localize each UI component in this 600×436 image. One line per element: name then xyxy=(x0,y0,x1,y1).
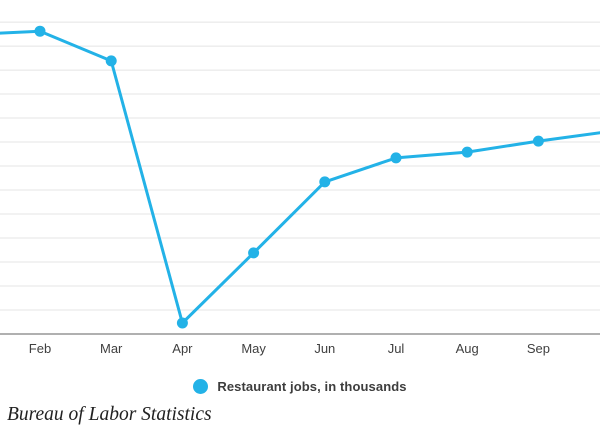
x-tick-label-mar: Mar xyxy=(100,341,123,356)
x-tick-label-aug: Aug xyxy=(456,341,479,356)
x-tick-label-feb: Feb xyxy=(29,341,51,356)
data-point-jun[interactable] xyxy=(319,176,331,188)
legend: Restaurant jobs, in thousands xyxy=(0,377,600,395)
data-point-mar[interactable] xyxy=(105,55,117,67)
data-point-may[interactable] xyxy=(248,247,260,259)
x-tick-label-may: May xyxy=(241,341,266,356)
data-point-apr[interactable] xyxy=(176,317,188,329)
jobs-line xyxy=(0,29,600,325)
x-tick-label-jul: Jul xyxy=(388,341,405,356)
data-point-jul[interactable] xyxy=(390,152,402,164)
source-attribution: Bureau of Labor Statistics xyxy=(7,404,212,425)
x-tick-label-apr: Apr xyxy=(172,341,193,356)
legend-marker-icon xyxy=(193,378,209,394)
x-tick-label-sep: Sep xyxy=(527,341,550,356)
x-tick-label-jun: Jun xyxy=(314,341,335,356)
data-point-aug[interactable] xyxy=(461,146,473,158)
data-point-sep[interactable] xyxy=(532,135,544,147)
data-point-feb[interactable] xyxy=(34,25,46,37)
chart-canvas: FebMarAprMayJunJulAugSepOct xyxy=(0,21,600,356)
legend-label: Restaurant jobs, in thousands xyxy=(217,378,407,394)
